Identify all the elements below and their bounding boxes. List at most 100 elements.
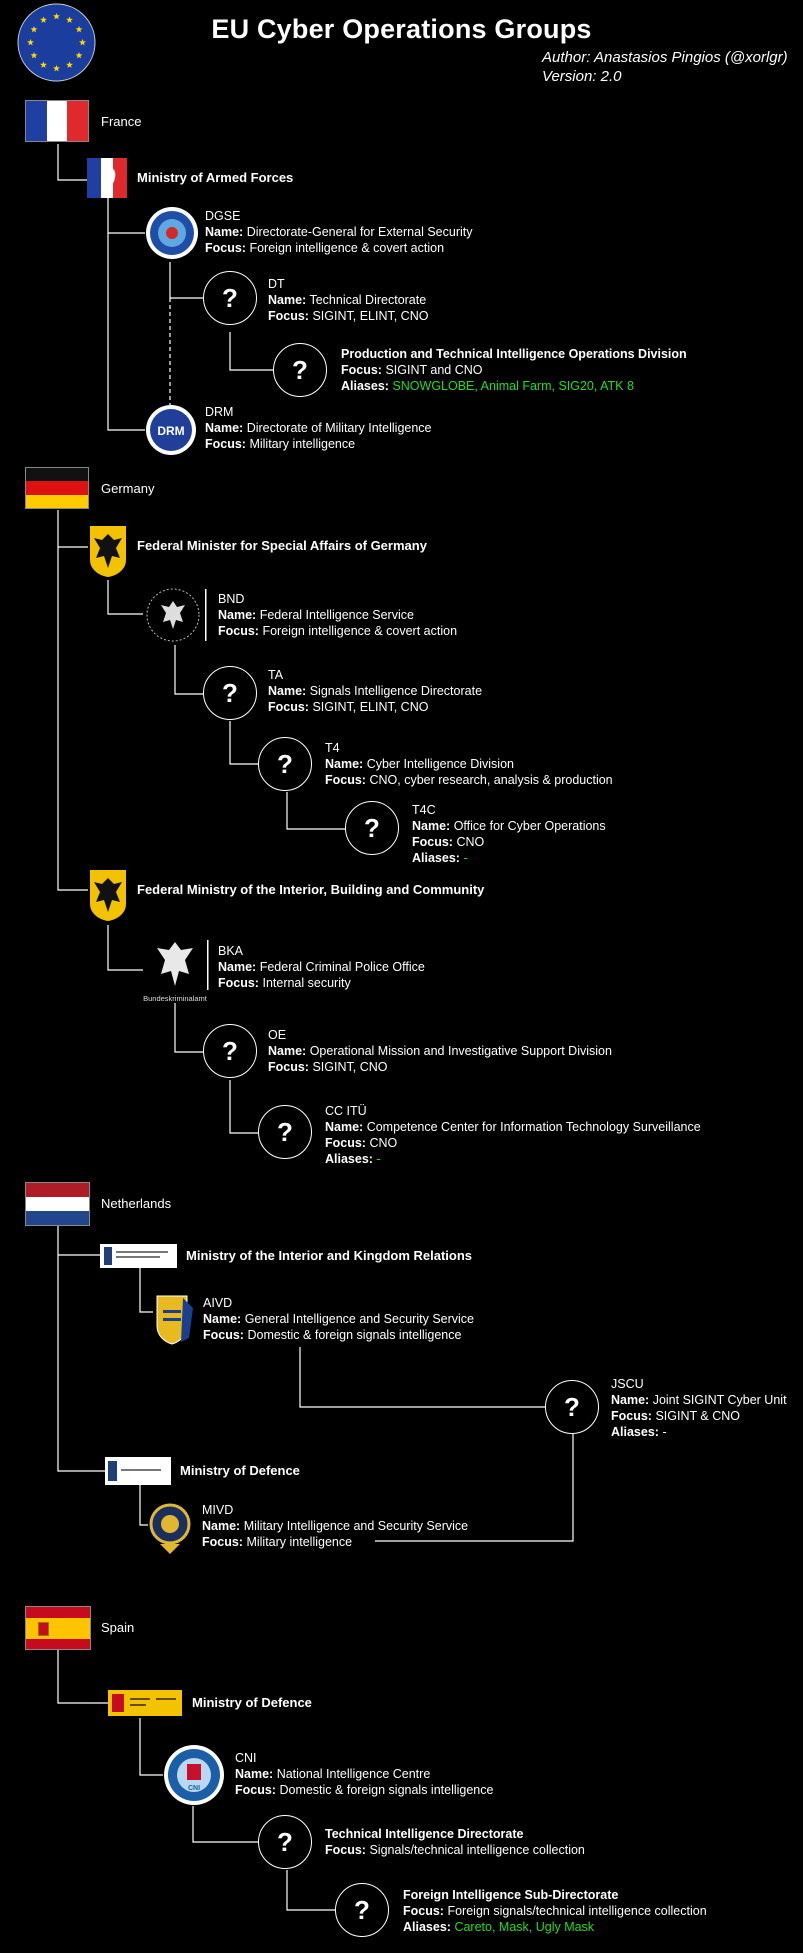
wire-dgse-dt (169, 262, 203, 299)
wire-germany-ministries (57, 510, 88, 891)
country-spain: Spain (101, 1620, 135, 1635)
label-name: Name: (218, 608, 257, 622)
cni-logo-text: CNI (188, 1785, 200, 1792)
jscu-abbr: JSCU (611, 1377, 644, 1391)
cni-abbr: CNI (235, 1751, 257, 1765)
jscu-name: Joint SIGINT Cyber Unit (652, 1393, 787, 1407)
dgse-name: Directorate-General for External Securit… (246, 225, 473, 239)
unknown-ptiod-icon: ? (273, 343, 327, 397)
bka-node: BKA Name: Federal Criminal Police Office… (218, 943, 425, 991)
eu-star-icon (79, 38, 86, 46)
wire-oe-ccitu (229, 1080, 258, 1134)
label-name: Name: (268, 684, 307, 698)
ptiod-node: Production and Technical Intelligence Op… (341, 346, 687, 394)
dgse-logo (145, 206, 199, 260)
fisd-node: Foreign Intelligence Sub-Directorate Foc… (403, 1887, 707, 1935)
label-aliases: Aliases: (412, 851, 460, 865)
wire-aivd-jscu (299, 1347, 545, 1408)
wire-bka-oe (174, 1003, 203, 1053)
netherlands-flag (25, 1182, 90, 1226)
label-focus: Focus: (235, 1783, 276, 1797)
wire-t4-t4c (286, 792, 345, 830)
drm-abbr: DRM (205, 405, 234, 419)
label-focus: Focus: (202, 1535, 243, 1549)
dt-name: Technical Directorate (309, 293, 427, 307)
wire-m2-mivd (139, 1485, 148, 1526)
fisd-abbr: Foreign Intelligence Sub-Directorate (403, 1888, 619, 1902)
fisd-focus: Foreign signals/technical intelligence c… (447, 1904, 707, 1918)
eu-star-icon (40, 16, 47, 23)
eu-star-icon (30, 25, 38, 33)
eu-star-icon (75, 25, 83, 33)
ptiod-aliases: SNOWGLOBE, Animal Farm, SIG20, ATK 8 (392, 379, 634, 393)
ministry-defence-nl: Ministry of Defence (180, 1463, 300, 1478)
unknown-jscu-icon: ? (545, 1380, 599, 1434)
drm-node: DRM Name: Directorate of Military Intell… (205, 404, 432, 452)
unknown-ccitu-icon: ? (258, 1105, 312, 1159)
wire-ministry-cni (139, 1718, 163, 1776)
drm-logo: DRM (145, 404, 197, 456)
ccitu-node: CC ITÜ Name: Competence Center for Infor… (325, 1103, 701, 1167)
label-focus: Focus: (203, 1328, 244, 1342)
wire-mivd-jscu (375, 1434, 574, 1542)
label-name: Name: (218, 960, 257, 974)
t4c-name: Office for Cyber Operations (453, 819, 606, 833)
marianne-logo (87, 158, 127, 198)
label-focus: Focus: (268, 1060, 309, 1074)
jscu-focus: SIGINT & CNO (655, 1409, 740, 1423)
eu-star-icon (27, 38, 34, 46)
eu-star-icon (53, 64, 60, 72)
t4-node: T4 Name: Cyber Intelligence Division Foc… (325, 740, 613, 788)
t4-focus: CNO, cyber research, analysis & producti… (369, 773, 613, 787)
dt-focus: SIGINT, ELINT, CNO (312, 309, 429, 323)
label-aliases: Aliases: (403, 1920, 451, 1934)
bnd-abbr: BND (218, 592, 245, 606)
wire-cni-tid (192, 1806, 258, 1843)
label-name: Name: (325, 1120, 364, 1134)
wire-ministry-drm (107, 233, 145, 431)
label-name: Name: (268, 1044, 307, 1058)
spain-flag (25, 1606, 91, 1650)
germany-flag (25, 467, 89, 509)
cni-focus: Domestic & foreign signals intelligence (279, 1783, 494, 1797)
german-eagle-emblem-interior (88, 868, 128, 922)
wire-ta-t4 (229, 721, 258, 765)
ta-node: TA Name: Signals Intelligence Directorat… (268, 667, 482, 715)
ministry-interior-nl: Ministry of the Interior and Kingdom Rel… (186, 1248, 473, 1263)
author-text: Author: Anastasios Pingios (@xorlgr) (542, 49, 788, 66)
oe-abbr: OE (268, 1028, 287, 1042)
label-name: Name: (205, 421, 244, 435)
t4c-node: T4C Name: Office for Cyber Operations Fo… (412, 802, 606, 866)
mivd-abbr: MIVD (202, 1503, 234, 1517)
unknown-ta-icon: ? (203, 666, 257, 720)
label-focus: Focus: (218, 976, 259, 990)
label-focus: Focus: (268, 700, 309, 714)
label-name: Name: (235, 1767, 274, 1781)
wire-dt-ptiod (229, 332, 273, 371)
bka-logo: Bundeskriminalamt (141, 938, 209, 1004)
drm-focus: Military intelligence (249, 437, 356, 451)
unknown-fisd-icon: ? (335, 1883, 389, 1937)
eu-star-icon (30, 51, 38, 59)
label-name: Name: (205, 225, 244, 239)
eu-star-icon (66, 61, 73, 68)
eu-star-icon (53, 12, 60, 20)
drm-logo-text: DRM (157, 424, 184, 438)
wire-tid-fisd (286, 1870, 335, 1911)
label-name: Name: (202, 1519, 241, 1533)
label-aliases: Aliases: (611, 1425, 659, 1439)
tid-abbr: Technical Intelligence Directorate (325, 1827, 524, 1841)
oe-node: OE Name: Operational Mission and Investi… (268, 1027, 612, 1075)
ptiod-focus: SIGINT and CNO (385, 363, 483, 377)
ccitu-aliases: - (376, 1152, 381, 1166)
label-focus: Focus: (341, 363, 382, 377)
cni-logo: CNI (163, 1744, 225, 1806)
mivd-name: Military Intelligence and Security Servi… (243, 1519, 469, 1533)
ta-name: Signals Intelligence Directorate (309, 684, 483, 698)
dgse-node: DGSE Name: Directorate-General for Exter… (205, 208, 472, 256)
label-focus: Focus: (325, 1136, 366, 1150)
wire-m1-aivd (139, 1268, 153, 1313)
eu-star-icon (75, 51, 83, 59)
country-germany: Germany (101, 481, 155, 496)
label-aliases: Aliases: (325, 1152, 373, 1166)
